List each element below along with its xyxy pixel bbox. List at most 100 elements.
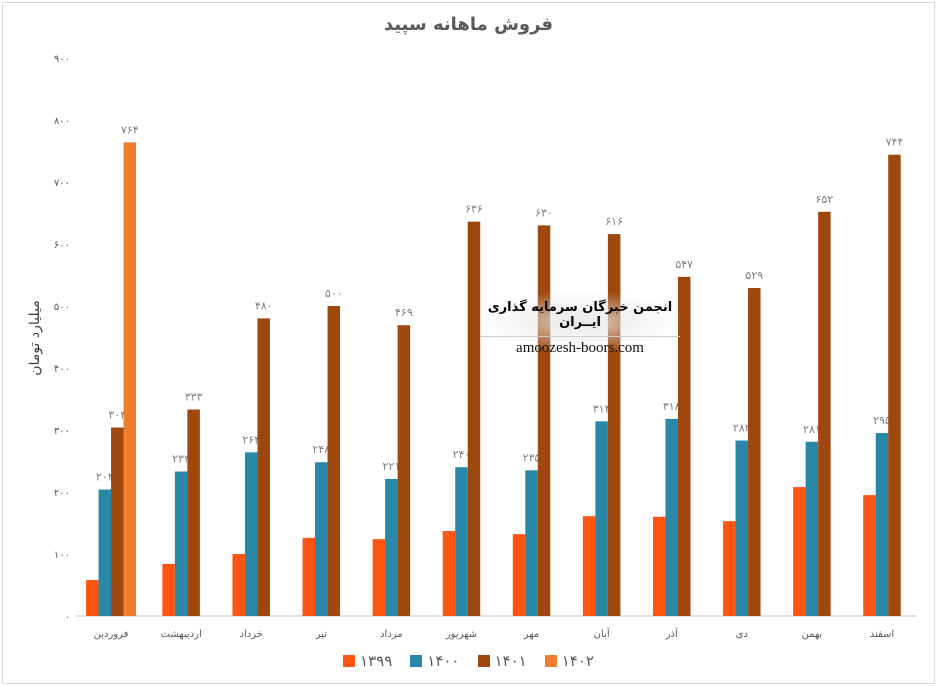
watermark-logo: انجمن خبرگان سرمایه گذاری ایــران amooze… [480,292,680,356]
y-tick-label: ۶۰۰ [54,240,70,251]
data-label: ۶۳۰ [535,206,553,219]
y-tick-label: ۲۰۰ [54,488,70,499]
data-label: ۵۲۹ [745,269,763,282]
x-tick-label: آذر [665,627,679,640]
bar-۱۴۰۱ [537,225,551,616]
y-tick-label: ۵۰۰ [54,302,70,313]
legend-label: ۱۴۰۱ [494,652,527,670]
x-tick-label: دی [736,629,748,640]
bar-۱۴۰۱ [111,427,124,616]
bar-۱۳۹۹ [232,554,245,616]
bar-۱۴۰۰ [805,441,819,616]
legend-item: ۱۴۰۰ [410,652,460,670]
bar-۱۴۰۱ [888,154,901,616]
legend-label: ۱۴۰۲ [561,652,594,670]
y-tick-label: ۸۰۰ [54,116,70,127]
legend-swatch [544,655,557,667]
data-label: ۲۶۴ [242,433,260,446]
data-label: ۲۸۳ [733,422,751,435]
x-tick-label: اسفند [870,629,894,640]
legend-item: ۱۴۰۲ [544,652,594,670]
watermark-title: انجمن خبرگان سرمایه گذاری ایــران [480,300,680,337]
bar-۱۴۰۰ [174,471,188,616]
bar-۱۳۹۹ [863,495,876,616]
bar-۱۴۰۱ [677,276,691,616]
legend-swatch [343,655,356,667]
x-tick-label: تیر [315,629,328,640]
data-label: ۷۴۴ [886,136,904,149]
y-tick-label: ۱۰۰ [54,550,70,561]
bar-۱۴۰۲ [123,142,137,616]
bar-۱۴۰۱ [748,288,761,616]
data-label: ۳۰۴ [108,409,126,422]
data-label: ۴۶۹ [395,306,413,319]
data-label: ۶۳۶ [465,203,483,216]
data-label: ۲۲۱ [383,460,401,473]
bar-۱۴۰۰ [315,462,328,616]
bar-۱۳۹۹ [372,539,386,616]
y-tick-label: ۹۰۰ [54,54,70,65]
x-tick-label: آبان [594,627,611,640]
data-label: ۲۳۳ [172,453,190,466]
data-label: ۷۶۴ [121,123,139,136]
x-tick-label: مهر [523,629,539,640]
bar-۱۴۰۰ [244,452,258,616]
bar-۱۴۰۱ [257,318,270,616]
bar-۱۴۰۱ [327,306,341,616]
legend-label: ۱۴۰۰ [427,652,460,670]
data-label: ۲۸۱ [803,423,821,436]
bar-۱۳۹۹ [162,563,175,616]
data-label: ۳۳۳ [185,391,203,404]
bar-۱۳۹۹ [302,537,316,616]
bar-۱۴۰۰ [385,478,398,616]
bar-۱۳۹۹ [442,531,456,616]
legend-swatch [410,655,423,667]
bar-۱۳۹۹ [652,516,666,616]
bar-۱۴۰۰ [665,418,678,616]
bar-۱۳۹۹ [723,521,736,616]
bar-۱۴۰۱ [467,221,481,616]
y-tick-label: ۷۰۰ [54,178,70,189]
x-tick-label: خرداد [240,629,263,640]
bar-۱۴۰۰ [595,421,608,616]
bar-۱۳۹۹ [582,516,596,616]
y-tick-label: ۴۰۰ [54,364,70,375]
data-label: ۳۱۸ [663,400,681,413]
legend-item: ۱۳۹۹ [343,652,392,670]
data-label: ۲۰۴ [96,471,114,484]
bar-۱۴۰۰ [98,489,112,616]
legend-item: ۱۴۰۱ [477,652,527,670]
data-label: ۶۵۲ [816,193,834,206]
bar-۱۴۰۱ [818,211,831,616]
bar-۱۴۰۱ [187,409,200,616]
bar-۱۴۰۰ [735,440,749,616]
x-tick-label: بهمن [801,629,822,640]
legend: ۱۳۹۹ ۱۴۰۰ ۱۴۰۱ ۱۴۰۲ [0,652,937,670]
x-tick-label: فروردین [94,629,129,640]
chart-title: فروش ماهانه سپید [383,14,554,35]
data-label: ۲۹۵ [873,414,891,427]
bar-۱۴۰۰ [875,433,889,616]
x-tick-label: اردیبهشت [161,629,202,640]
data-label: ۵۰۰ [325,287,343,300]
data-label: ۲۴۸ [312,443,330,456]
bar-۱۳۹۹ [793,487,806,616]
data-label: ۲۳۵ [523,451,541,464]
legend-swatch [477,655,490,667]
y-tick-label: ۰ [65,612,70,623]
y-tick-label: ۳۰۰ [54,426,70,437]
x-tick-label: مرداد [380,629,403,640]
bar-۱۳۹۹ [86,580,99,616]
data-label: ۵۴۷ [675,258,693,271]
data-label: ۲۴۰ [453,448,471,461]
data-label: ۳۱۴ [593,402,611,415]
data-label: ۴۸۰ [255,299,273,312]
x-tick-label: شهریور [445,629,477,640]
bar-۱۴۰۰ [525,470,538,616]
bar-۱۴۰۰ [455,467,468,616]
data-label: ۶۱۶ [605,215,623,228]
legend-label: ۱۳۹۹ [360,652,393,670]
bar-۱۴۰۱ [397,325,411,616]
